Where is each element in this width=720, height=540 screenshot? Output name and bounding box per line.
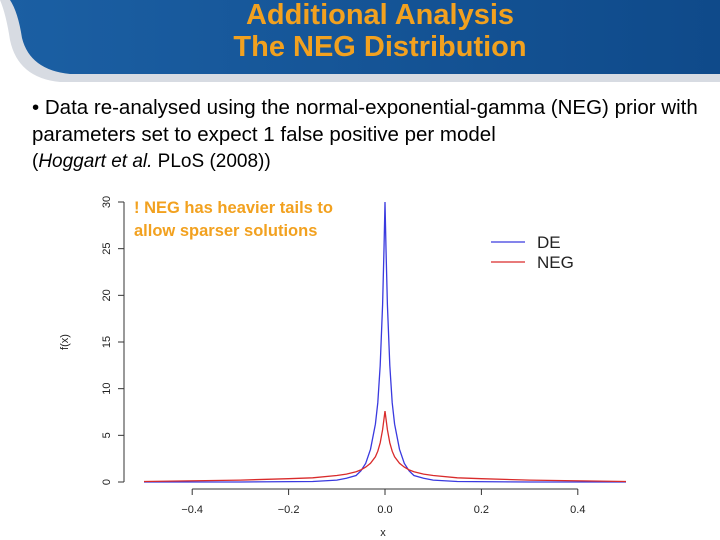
x-tick-label: −0.2 xyxy=(278,504,300,516)
slide-title-line-1: Additional Analysis xyxy=(245,0,515,31)
header-banner xyxy=(0,0,720,82)
series-line-de xyxy=(144,201,626,483)
series-line-neg xyxy=(143,411,627,483)
x-tick-label: −0.4 xyxy=(181,504,203,516)
x-axis-label: x xyxy=(380,527,386,539)
legend-label-de: DE xyxy=(537,233,561,252)
citation: (Hoggart et al. PLoS (2008)) xyxy=(32,151,271,173)
annotation-line-2: allow sparser solutions xyxy=(134,222,318,240)
citation-rest: PLoS (2008)) xyxy=(152,151,271,172)
chart-annotation: ! NEG has heavier tails to allow sparser… xyxy=(134,197,384,243)
y-tick-label: 5 xyxy=(101,432,113,438)
slide-header: Additional Analysis The NEG Distribution xyxy=(0,0,720,82)
legend-label-neg: NEG xyxy=(537,253,574,272)
x-tick-label: 0.4 xyxy=(570,504,585,516)
y-tick-label: 0 xyxy=(101,479,113,485)
x-tick-label: 0.0 xyxy=(377,504,392,516)
y-tick-label: 15 xyxy=(101,336,113,348)
annotation-line-1: ! NEG has heavier tails to xyxy=(134,199,333,217)
citation-prefix: ( xyxy=(32,151,39,172)
citation-authors: Hoggart et al. xyxy=(38,151,153,172)
y-axis-label: f(x) xyxy=(59,334,71,350)
x-tick-label: 0.2 xyxy=(474,504,489,516)
chart-panel: 0 5 10 15 20 25 30 f(x) −0.4 −0.2 0.0 0.2 0.4 x DE NEG xyxy=(48,180,650,540)
slide-title-line-2: The NEG Distribution xyxy=(233,31,527,63)
y-tick-label: 30 xyxy=(101,196,113,208)
y-tick-label: 25 xyxy=(101,243,113,255)
bullet-text: • Data re-analysed using the normal-expo… xyxy=(32,96,698,146)
y-tick-label: 20 xyxy=(101,289,113,301)
y-tick-label: 10 xyxy=(101,383,113,395)
